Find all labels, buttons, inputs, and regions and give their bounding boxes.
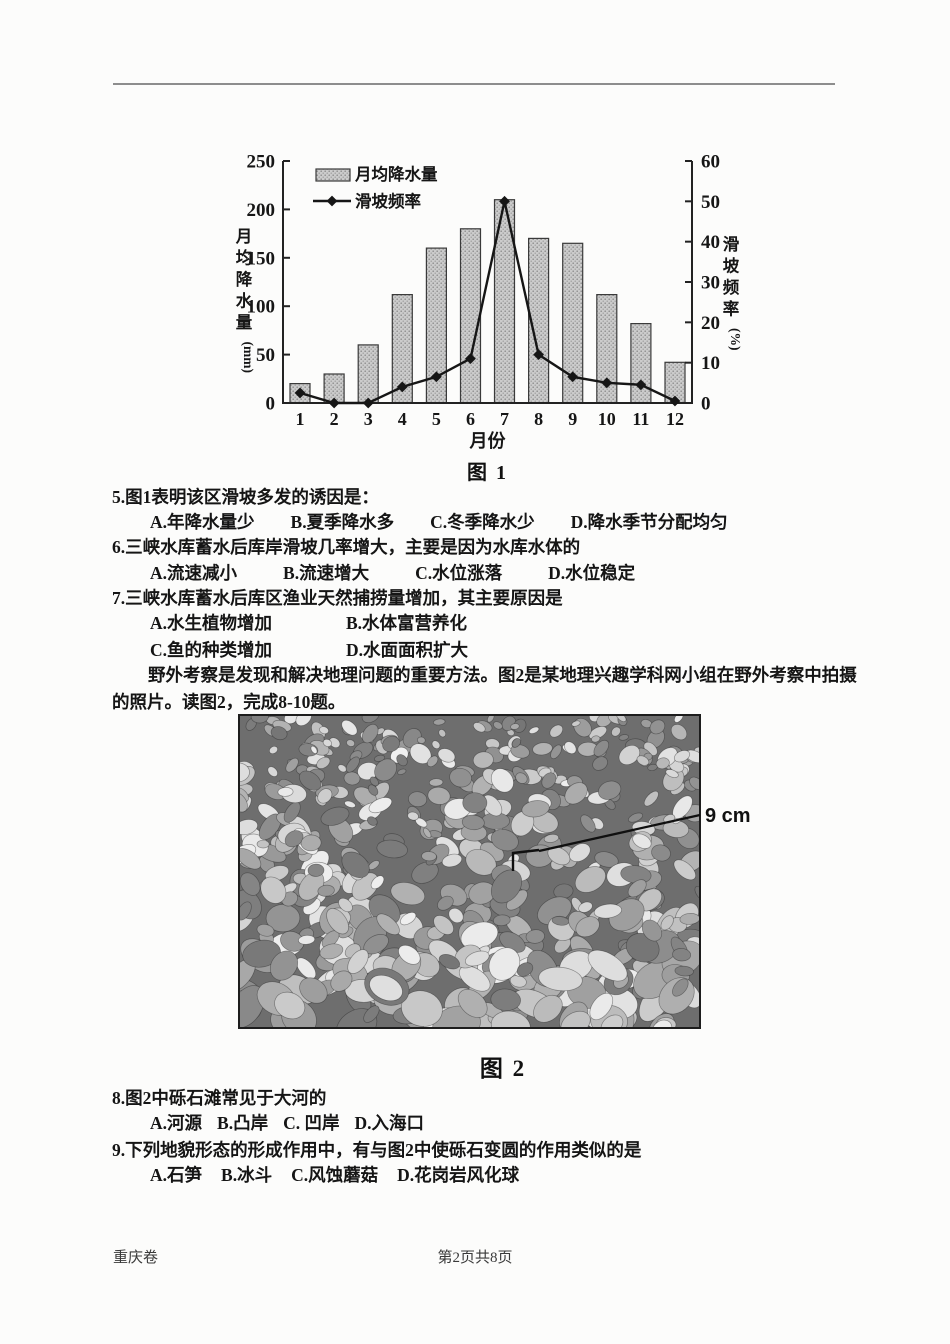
figure-1-caption: 图 1 <box>467 462 508 484</box>
svg-text:水: 水 <box>236 291 253 311</box>
header-divider <box>113 83 835 85</box>
passage: 野外考察是发现和解决地理问题的重要方法。图2是某地理兴趣学科网小组在野外考察中拍… <box>112 665 857 712</box>
figure-2-caption: 图 2 <box>479 1056 527 1081</box>
svg-text:30: 30 <box>701 273 720 294</box>
footer-paper-name: 重庆卷 <box>113 1250 159 1266</box>
svg-text:降: 降 <box>236 269 253 289</box>
option-9b: B.冰斗 <box>221 1165 273 1185</box>
option-6a: A.流速减小 <box>150 563 238 583</box>
question-5-stem: 5.图1表明该区滑坡多发的诱因是： <box>112 487 379 507</box>
footer-page-number: 第2页共8页 <box>437 1250 513 1266</box>
option-6b: B.流速增大 <box>283 563 370 583</box>
svg-text:250: 250 <box>247 152 276 173</box>
option-5b: B.夏季降水多 <box>290 512 395 532</box>
svg-text:(%): (%) <box>728 328 743 351</box>
svg-text:月份: 月份 <box>469 430 507 451</box>
option-9d: D.花岗岩风化球 <box>397 1165 520 1185</box>
question-6-stem: 6.三峡水库蓄水后库岸滑坡几率增大，主要是因为水库水体的 <box>112 537 581 557</box>
question-9-options: A.石笋 B.冰斗 C.风蚀蘑菇 D.花岗岩风化球 <box>150 1164 519 1186</box>
svg-text:1: 1 <box>296 409 305 429</box>
option-7d: D.水面面积扩大 <box>346 640 469 660</box>
svg-text:0: 0 <box>701 394 711 415</box>
svg-text:50: 50 <box>701 192 720 213</box>
svg-text:2: 2 <box>330 409 339 429</box>
option-5a: A.年降水量少 <box>150 512 255 532</box>
svg-text:150: 150 <box>247 248 276 269</box>
question-7-stem: 7.三峡水库蓄水后库区渔业天然捕捞量增加，其主要原因是 <box>112 588 563 608</box>
pebble-photo-figure: 9 cm <box>238 714 798 1030</box>
svg-text:40: 40 <box>701 232 720 253</box>
svg-text:滑坡频率: 滑坡频率 <box>355 191 421 211</box>
svg-text:(mm): (mm) <box>241 342 256 373</box>
svg-text:200: 200 <box>247 200 276 221</box>
svg-text:频: 频 <box>723 278 740 297</box>
svg-text:6: 6 <box>466 409 475 429</box>
option-8c: C. 凹岸 <box>283 1113 340 1133</box>
svg-text:5: 5 <box>432 409 441 429</box>
svg-text:11: 11 <box>632 409 649 429</box>
question-8-options: A.河源 B.凸岸 C. 凹岸 D.入海口 <box>150 1112 424 1134</box>
option-7c: C.鱼的种类增加 <box>150 640 273 660</box>
svg-text:8: 8 <box>534 409 543 429</box>
svg-text:10: 10 <box>598 409 616 429</box>
svg-text:12: 12 <box>666 409 684 429</box>
svg-text:月: 月 <box>235 227 253 246</box>
svg-text:0: 0 <box>266 394 276 415</box>
question-6-options: A.流速减小 B.流速增大 C.水位涨落 D.水位稳定 <box>150 562 635 584</box>
scale-annotation: 9 cm <box>705 805 751 827</box>
svg-text:率: 率 <box>723 299 740 319</box>
question-9-stem: 9.下列地貌形态的形成作用中，有与图2中使砾石变圆的作用类似的是 <box>112 1140 642 1160</box>
option-7a: A.水生植物增加 <box>150 613 273 633</box>
svg-text:100: 100 <box>247 297 276 318</box>
svg-text:月均降水量: 月均降水量 <box>354 164 438 184</box>
question-8-stem: 8.图2中砾石滩常见于大河的 <box>112 1088 327 1108</box>
option-8b: B.凸岸 <box>217 1113 269 1133</box>
option-9a: A.石笋 <box>150 1165 203 1185</box>
svg-text:坡: 坡 <box>723 256 740 276</box>
svg-text:4: 4 <box>398 409 407 429</box>
option-6d: D.水位稳定 <box>548 563 636 583</box>
option-8a: A.河源 <box>150 1113 203 1133</box>
svg-text:量: 量 <box>236 313 253 332</box>
svg-text:50: 50 <box>256 345 275 366</box>
option-8d: D.入海口 <box>354 1113 424 1133</box>
question-7-options-row1: A.水生植物增加 B.水体富营养化 <box>150 612 467 634</box>
question-7-options-row2: C.鱼的种类增加 D.水面面积扩大 <box>150 639 468 661</box>
question-5-options: A.年降水量少 B.夏季降水多 C.冬季降水少 D.降水季节分配均匀 <box>150 511 728 533</box>
svg-text:均: 均 <box>236 248 253 268</box>
option-7b: B.水体富营养化 <box>346 613 468 633</box>
option-6c: C.水位涨落 <box>415 563 503 583</box>
svg-text:60: 60 <box>701 152 720 173</box>
svg-text:7: 7 <box>500 409 509 429</box>
precipitation-landslide-chart: 0 50 100 150 200 250 0 10 20 30 40 50 60 1 2 3 4 5 6 7 8 9 10 1… <box>228 146 773 458</box>
option-5d: D.降水季节分配均匀 <box>570 512 728 532</box>
svg-text:20: 20 <box>701 313 720 334</box>
svg-text:10: 10 <box>701 353 720 374</box>
option-9c: C.风蚀蘑菇 <box>291 1165 379 1185</box>
svg-text:3: 3 <box>364 409 373 429</box>
svg-text:滑: 滑 <box>723 235 740 254</box>
option-5c: C.冬季降水少 <box>430 512 535 532</box>
svg-text:9: 9 <box>568 409 577 429</box>
